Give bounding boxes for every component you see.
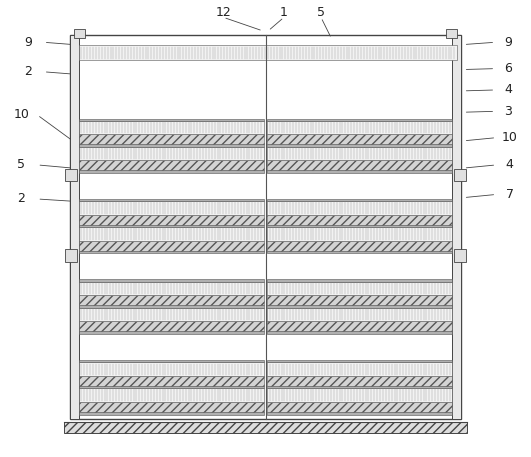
- Bar: [70, 36, 79, 419]
- Bar: [267, 241, 452, 251]
- Bar: [79, 386, 264, 388]
- Bar: [267, 118, 452, 121]
- Bar: [267, 402, 452, 412]
- Bar: [267, 282, 452, 295]
- Text: 6: 6: [504, 62, 512, 75]
- Bar: [267, 160, 452, 170]
- Bar: [267, 388, 452, 402]
- Bar: [267, 412, 452, 415]
- Bar: [65, 169, 77, 181]
- Text: 12: 12: [216, 6, 231, 19]
- Bar: [267, 331, 452, 334]
- Text: 3: 3: [504, 105, 512, 118]
- Bar: [74, 29, 85, 38]
- Bar: [79, 376, 264, 386]
- Bar: [267, 321, 452, 331]
- Bar: [267, 201, 452, 215]
- Text: 9: 9: [504, 36, 512, 49]
- Bar: [79, 412, 264, 415]
- Bar: [454, 169, 466, 181]
- Bar: [267, 279, 452, 282]
- Bar: [79, 118, 264, 121]
- Text: 7: 7: [506, 188, 513, 201]
- Bar: [267, 295, 452, 305]
- Bar: [79, 282, 264, 295]
- Bar: [446, 29, 457, 38]
- Text: 4: 4: [504, 84, 512, 96]
- Text: 1: 1: [280, 6, 288, 19]
- Bar: [79, 147, 264, 160]
- Bar: [79, 295, 264, 305]
- Bar: [267, 147, 452, 160]
- Bar: [79, 225, 264, 227]
- Bar: [79, 45, 457, 60]
- Text: 10: 10: [13, 108, 29, 122]
- Bar: [267, 199, 452, 201]
- Bar: [452, 36, 461, 419]
- Text: 2: 2: [18, 192, 25, 206]
- Bar: [267, 144, 452, 147]
- Bar: [65, 250, 77, 262]
- Bar: [79, 308, 264, 321]
- Bar: [70, 36, 461, 419]
- Bar: [79, 134, 264, 144]
- Bar: [267, 134, 452, 144]
- Bar: [267, 170, 452, 173]
- Bar: [79, 251, 264, 254]
- Bar: [267, 376, 452, 386]
- Bar: [267, 308, 452, 321]
- Text: 9: 9: [24, 36, 32, 49]
- Bar: [79, 241, 264, 251]
- Bar: [79, 388, 264, 402]
- Bar: [79, 402, 264, 412]
- Bar: [79, 170, 264, 173]
- Bar: [454, 250, 466, 262]
- Text: 5: 5: [317, 6, 325, 19]
- Text: 2: 2: [24, 65, 32, 78]
- Bar: [267, 121, 452, 134]
- Bar: [267, 386, 452, 388]
- Bar: [267, 362, 452, 376]
- Bar: [267, 360, 452, 362]
- Bar: [79, 321, 264, 331]
- Bar: [79, 144, 264, 147]
- Bar: [79, 331, 264, 334]
- Text: 10: 10: [502, 131, 518, 144]
- Bar: [79, 279, 264, 282]
- Bar: [79, 227, 264, 241]
- Text: 4: 4: [506, 159, 513, 171]
- Bar: [64, 421, 467, 433]
- Bar: [79, 215, 264, 225]
- Bar: [79, 201, 264, 215]
- Bar: [267, 225, 452, 227]
- Text: 5: 5: [18, 159, 25, 171]
- Bar: [79, 360, 264, 362]
- Bar: [79, 121, 264, 134]
- Bar: [79, 199, 264, 201]
- Bar: [267, 305, 452, 308]
- Bar: [267, 251, 452, 254]
- Bar: [79, 362, 264, 376]
- Bar: [267, 215, 452, 225]
- Bar: [267, 227, 452, 241]
- Bar: [79, 160, 264, 170]
- Bar: [79, 305, 264, 308]
